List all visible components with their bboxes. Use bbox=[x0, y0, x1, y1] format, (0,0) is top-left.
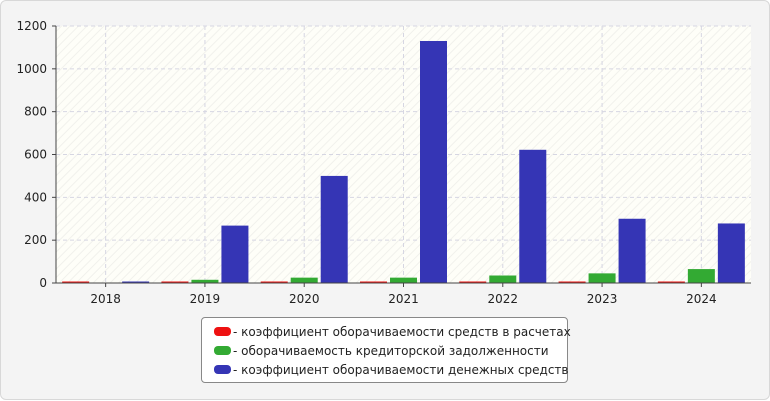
legend-item-receivables-turnover: - коэффициент оборачиваемости средств в … bbox=[214, 322, 571, 341]
x-tick-label: 2018 bbox=[90, 292, 121, 306]
bar-series-3-2021 bbox=[420, 40, 447, 283]
bar-series-1-2022 bbox=[459, 281, 487, 283]
bar-series-2-2020 bbox=[290, 277, 318, 283]
bar-series-2-2024 bbox=[687, 269, 715, 283]
x-tick-label: 2019 bbox=[190, 292, 221, 306]
bar-series-1-2023 bbox=[558, 281, 586, 283]
bar-series-1-2024 bbox=[657, 281, 685, 283]
bars bbox=[62, 40, 745, 283]
y-tick-label: 600 bbox=[24, 148, 47, 162]
bar-series-2-2019 bbox=[191, 279, 219, 283]
bar-series-3-2018 bbox=[122, 281, 150, 283]
gridlines bbox=[56, 25, 751, 283]
bar-series-3-2022 bbox=[519, 149, 547, 283]
y-tick-label: 1000 bbox=[16, 62, 47, 76]
bar-series-2-2023 bbox=[588, 273, 616, 283]
x-tick-label: 2021 bbox=[388, 292, 419, 306]
bar-series-2-2022 bbox=[489, 275, 517, 283]
x-tick-label: 2020 bbox=[289, 292, 320, 306]
bar-series-1-2019 bbox=[161, 281, 189, 283]
x-tick-label: 2023 bbox=[587, 292, 618, 306]
bar-series-3-2019 bbox=[221, 225, 249, 283]
x-tick-label: 2022 bbox=[488, 292, 519, 306]
legend-swatch-green bbox=[214, 346, 231, 355]
legend-item-payables-turnover: - оборачиваемость кредиторской задолженн… bbox=[214, 341, 567, 360]
bar-series-2-2021 bbox=[390, 277, 417, 283]
tick-labels: 0 200 400 600 800 1000 1200 2018 2019 2020 2021 202… bbox=[16, 19, 716, 306]
bar-series-1-2020 bbox=[260, 281, 288, 283]
y-tick-label: 400 bbox=[24, 190, 47, 204]
legend-label: - коэффициент оборачиваемости средств в … bbox=[233, 324, 571, 339]
bar-series-3-2024 bbox=[717, 223, 745, 283]
y-tick-label: 0 bbox=[39, 276, 47, 290]
y-tick-label: 1200 bbox=[16, 19, 47, 33]
legend-swatch-red bbox=[214, 327, 231, 336]
x-tick-label: 2024 bbox=[686, 292, 717, 306]
legend-label: - коэффициент оборачиваемости денежных с… bbox=[233, 362, 569, 377]
bar-series-3-2023 bbox=[618, 218, 646, 283]
y-tick-label: 200 bbox=[24, 233, 47, 247]
legend-label: - оборачиваемость кредиторской задолженн… bbox=[233, 343, 549, 358]
y-tick-label: 800 bbox=[24, 105, 47, 119]
legend-item-cash-turnover: - коэффициент оборачиваемости денежных с… bbox=[214, 360, 569, 379]
bar-series-1-2021 bbox=[360, 281, 387, 283]
bar-series-3-2020 bbox=[320, 175, 348, 283]
legend-swatch-blue bbox=[214, 365, 231, 374]
bar-series-1-2018 bbox=[62, 281, 90, 283]
legend: - коэффициент оборачиваемости средств в … bbox=[201, 317, 571, 383]
